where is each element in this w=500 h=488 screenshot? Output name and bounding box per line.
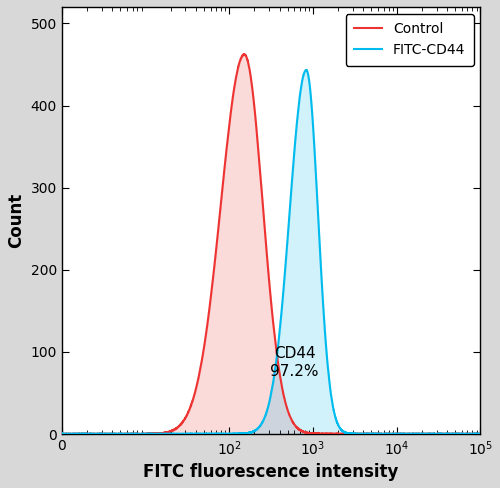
Legend: Control, FITC-CD44: Control, FITC-CD44 <box>346 14 474 65</box>
Text: CD44
97.2%: CD44 97.2% <box>270 346 319 379</box>
Y-axis label: Count: Count <box>7 193 25 248</box>
X-axis label: FITC fluorescence intensity: FITC fluorescence intensity <box>144 463 399 481</box>
